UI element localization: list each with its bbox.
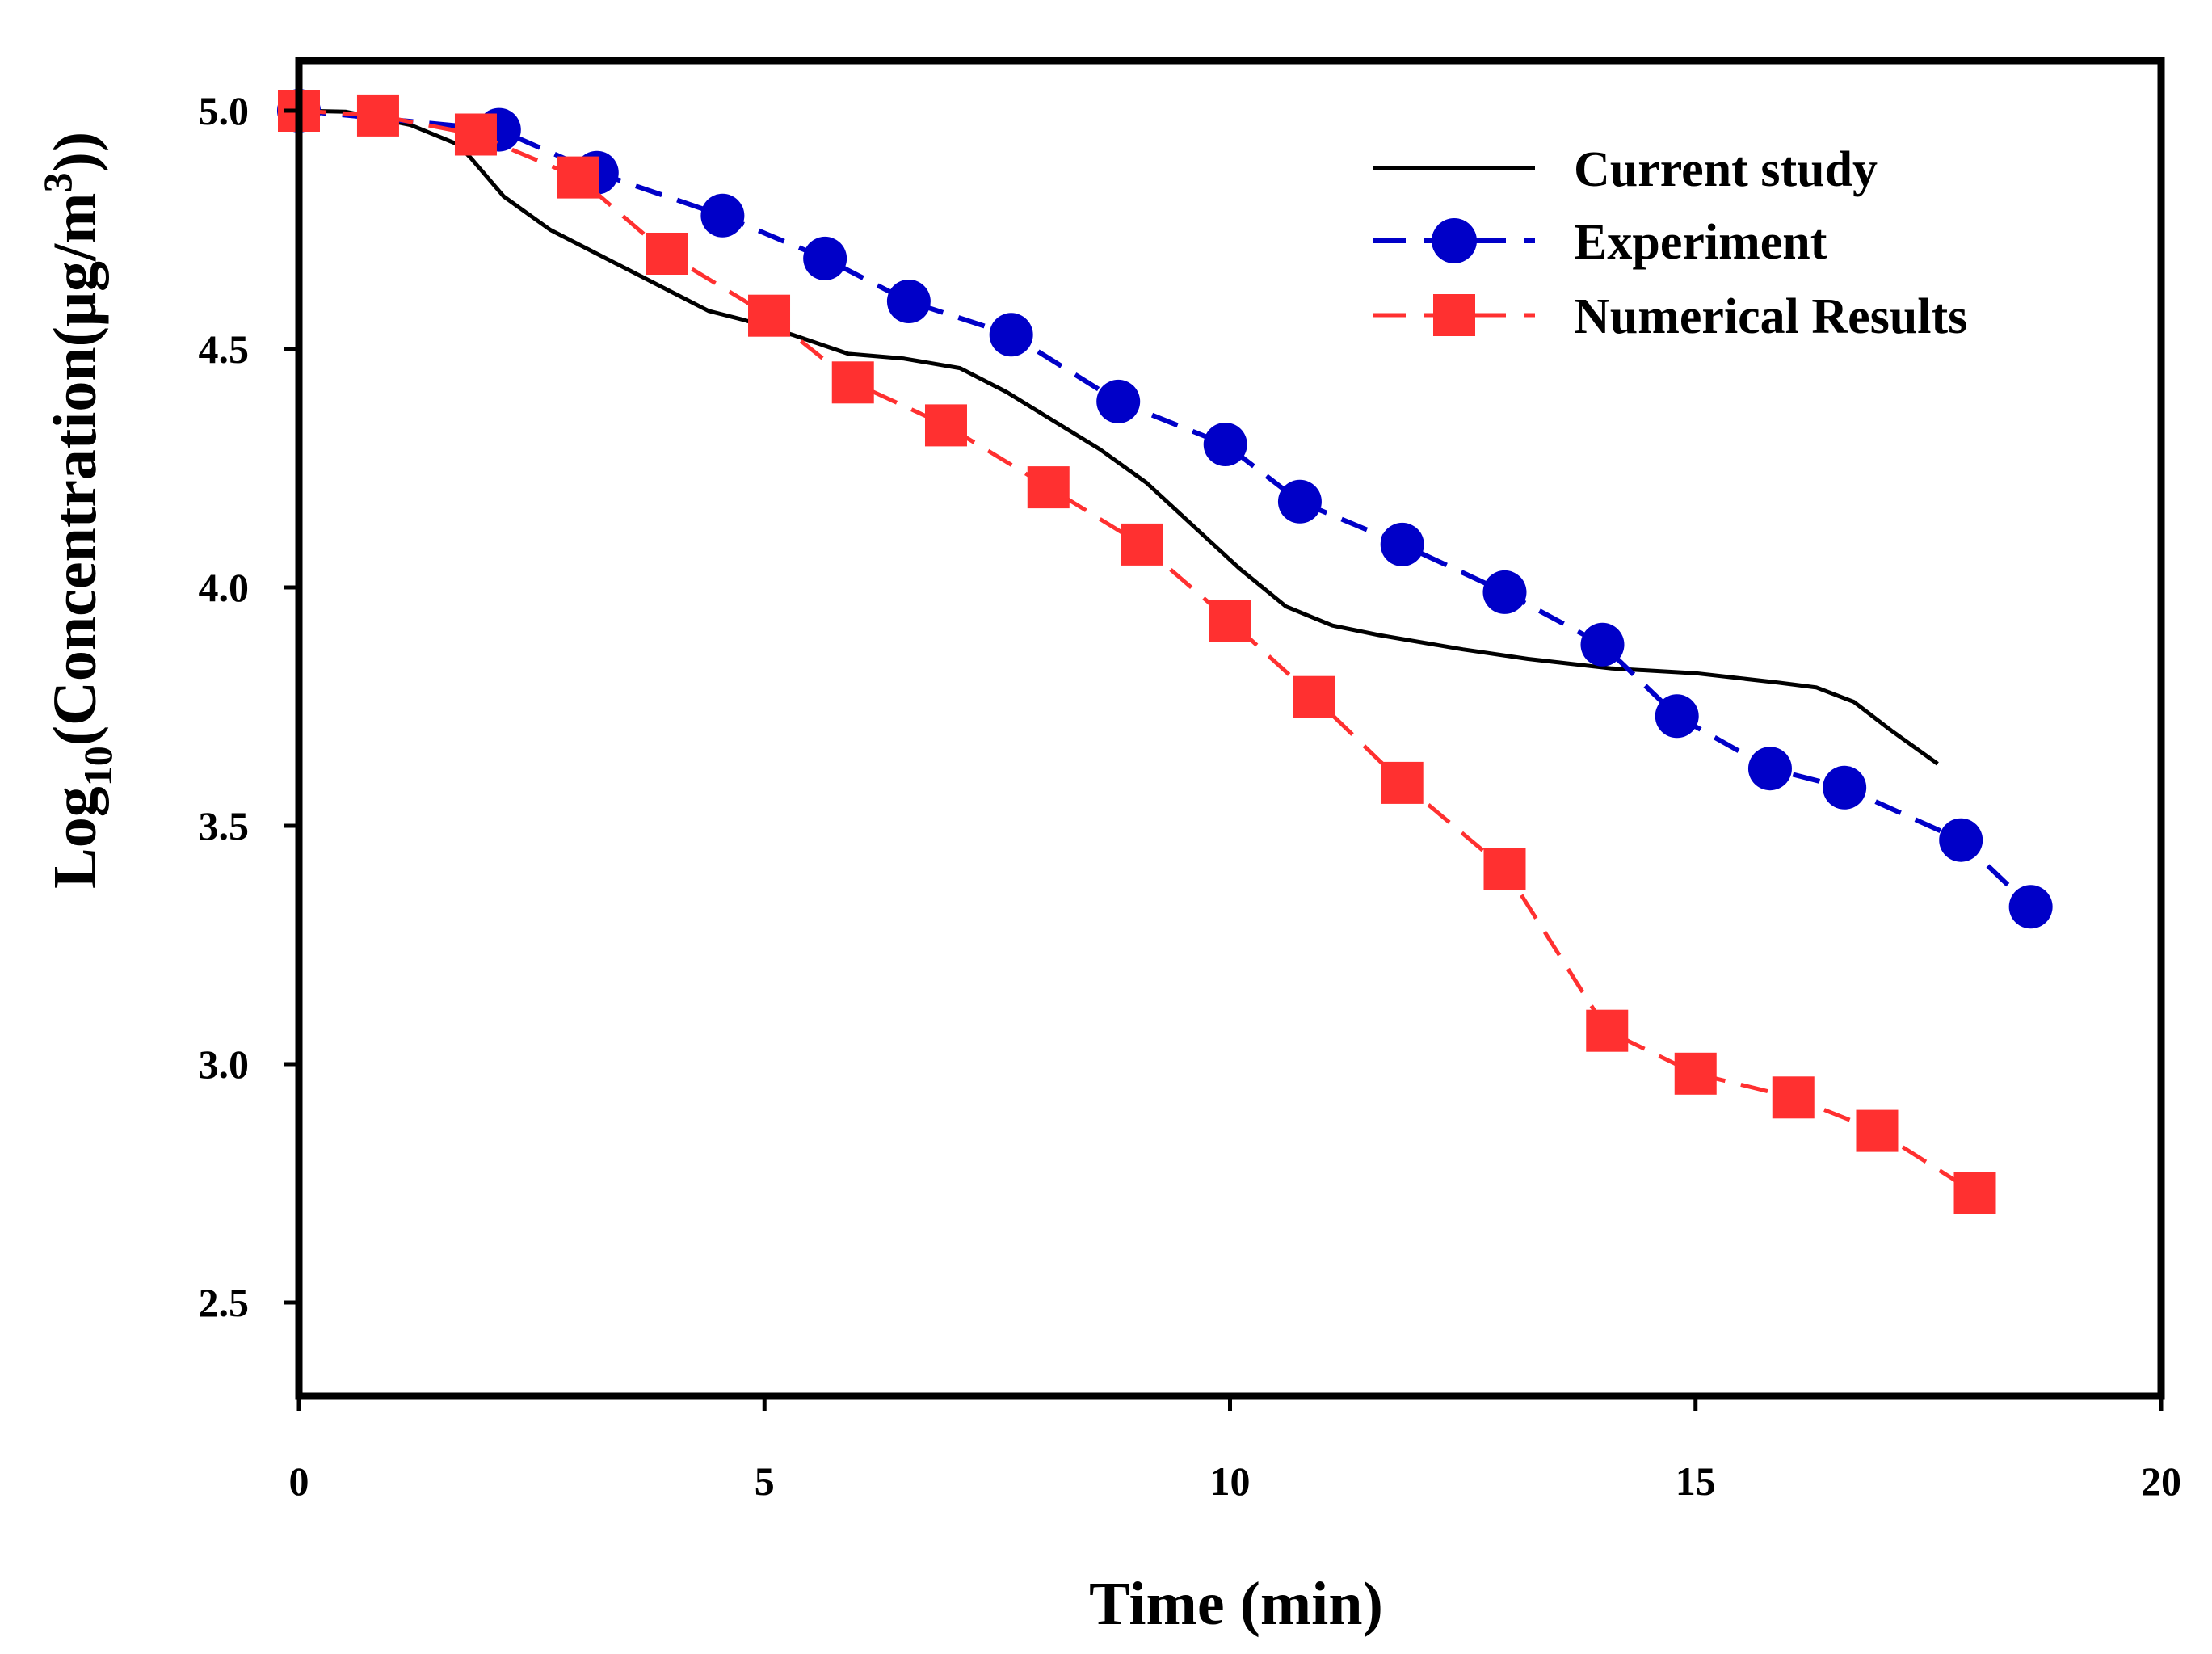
data-point — [748, 294, 791, 337]
data-point — [1380, 522, 1424, 566]
y-axis-title-main: (Concentration(μg/m — [41, 193, 109, 747]
data-point — [1027, 466, 1070, 509]
legend-item-current-study: Current study — [1373, 142, 1878, 197]
data-point — [924, 404, 967, 447]
plot-area — [277, 89, 2053, 1214]
data-point — [1209, 600, 1251, 642]
y-axis-title-subscript: 10 — [75, 746, 120, 786]
data-point — [1856, 1109, 1899, 1152]
x-tick-label-5: 5 — [755, 1458, 775, 1504]
x-tick-label-0: 0 — [289, 1458, 309, 1504]
data-point — [1381, 761, 1424, 804]
data-point — [557, 156, 599, 199]
series-line — [298, 108, 1939, 766]
data-point — [700, 193, 745, 238]
data-point — [1121, 523, 1163, 566]
data-point — [1586, 1009, 1629, 1052]
legend-marker — [1433, 294, 1475, 336]
data-point — [1939, 818, 1983, 862]
y-tick-label-3.5: 3.5 — [199, 803, 250, 848]
x-tick-label-15: 15 — [1676, 1458, 1716, 1504]
data-point — [1772, 1076, 1815, 1119]
data-point — [1483, 848, 1526, 890]
data-point — [1823, 765, 1867, 810]
data-point — [1953, 1172, 1996, 1214]
y-tick-label-4: 4.0 — [199, 565, 250, 610]
legend-item-experiment: Experiment — [1373, 215, 1827, 270]
y-axis-title-suffix: )) — [41, 132, 109, 173]
legend: Current study Experiment Numerical Results — [1373, 142, 1967, 344]
legend-label: Numerical Results — [1574, 289, 1967, 344]
data-point — [2008, 885, 2053, 929]
data-point — [803, 236, 847, 280]
plot-frame — [295, 57, 2165, 1400]
legend-item-numerical-results: Numerical Results — [1373, 289, 1967, 344]
y-tick-label-4.5: 4.5 — [199, 326, 250, 372]
data-point — [989, 313, 1033, 357]
legend-label: Experiment — [1574, 215, 1827, 270]
data-point — [356, 94, 399, 137]
data-point — [886, 280, 931, 323]
data-point — [1293, 675, 1335, 718]
data-point — [1747, 747, 1792, 791]
x-tick-label-10: 10 — [1210, 1458, 1251, 1504]
data-point — [454, 113, 497, 156]
y-axis-title-prefix: Log — [41, 786, 109, 889]
y-axis-title: Log10(Concentration(μg/m3)) — [35, 132, 120, 889]
data-point — [831, 361, 874, 404]
axes: 0 5 10 15 20 2.5 3.0 3.5 4.0 4.5 5.0 — [199, 57, 2181, 1504]
y-tick-label-3: 3.0 — [199, 1042, 250, 1087]
y-tick-label-5: 5.0 — [199, 88, 250, 133]
data-point — [1655, 694, 1699, 739]
legend-marker — [1432, 218, 1477, 263]
data-point — [1674, 1052, 1717, 1095]
series-line — [298, 108, 1976, 1195]
data-point — [646, 233, 688, 275]
y-tick-label-2.5: 2.5 — [199, 1280, 250, 1325]
series-numerical-results — [278, 90, 1996, 1214]
series-line — [298, 108, 2033, 909]
data-point — [1203, 423, 1247, 466]
data-point — [1580, 622, 1625, 667]
data-point — [1096, 379, 1141, 423]
x-tick-label-20: 20 — [2141, 1458, 2181, 1504]
series-current-study — [298, 108, 1939, 766]
data-point — [1482, 570, 1527, 614]
y-axis-title-superscript: 3 — [35, 173, 80, 193]
data-point — [1277, 479, 1322, 524]
legend-label: Current study — [1574, 142, 1878, 197]
x-axis-title: Time (min) — [1089, 1570, 1383, 1638]
